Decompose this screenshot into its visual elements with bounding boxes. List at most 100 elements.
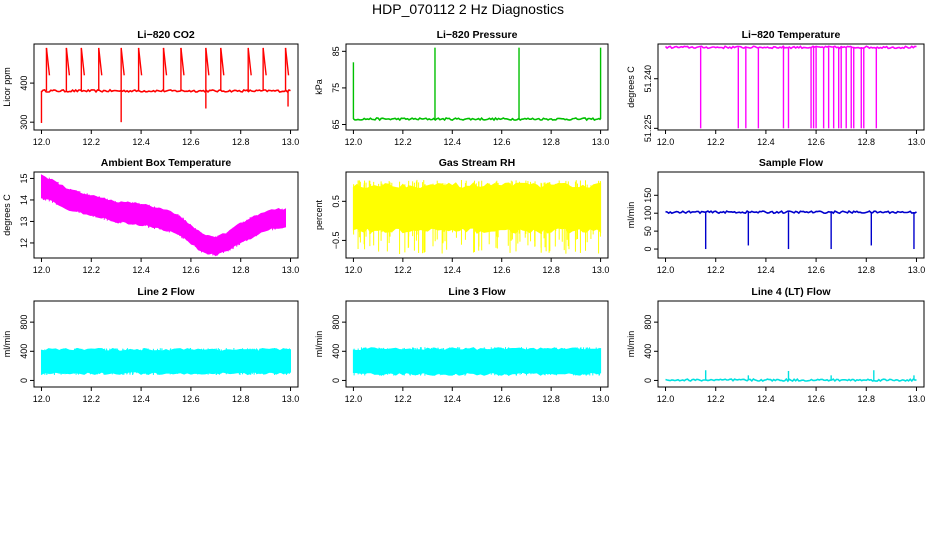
chart-licor_temp: Li−820 Temperature degrees C 12.0 12.2 12.4 1… (626, 29, 925, 147)
y-tick-label: 14 (19, 195, 29, 205)
excursion-tail (65, 47, 71, 76)
chart-line4: Line 4 (LT) Flow ml/min 12.0 12.2 12.4 12.6 12… (626, 286, 925, 404)
x-tick-label: 12.6 (807, 394, 825, 404)
x-tick-label: 12.6 (807, 137, 825, 147)
x-tick-label: 12.8 (542, 265, 560, 275)
plot-area-licor_temp (664, 45, 917, 129)
y-axis-label-line2: ml/min (2, 331, 12, 358)
x-tick-label: 13.0 (282, 265, 300, 275)
y-tick-label: 0 (19, 378, 29, 383)
series-noise-rh (353, 179, 601, 255)
x-tick-label: 12.4 (444, 137, 462, 147)
plot-area-rh (352, 179, 602, 255)
y-tick-label: 85 (331, 46, 341, 56)
x-tick-label: 12.6 (182, 394, 200, 404)
x-tick-label: 12.6 (493, 265, 511, 275)
y-tick-label: 400 (331, 344, 341, 359)
x-tick-label: 13.0 (592, 137, 610, 147)
plot-frame-box_temp (33, 171, 299, 259)
x-tick-label: 12.4 (132, 394, 150, 404)
y-axis-label-co2: Licor ppm (2, 67, 12, 107)
x-tick-label: 12.2 (707, 265, 725, 275)
plot-frame-sample_flow (657, 171, 925, 259)
y-tick-label: 50 (643, 226, 653, 236)
plot-frame-line3 (345, 300, 609, 388)
y-tick-label: 400 (19, 76, 29, 91)
x-tick-label: 12.2 (83, 265, 101, 275)
y-tick-label: 800 (19, 315, 29, 330)
x-tick-label: 12.6 (493, 137, 511, 147)
excursion-tail (284, 47, 290, 76)
x-tick-label: 12.8 (232, 265, 250, 275)
x-tick-label: 13.0 (908, 394, 926, 404)
chart-co2: Li−820 CO2 Licor ppm 12.0 12.2 12.4 12.6 12.8 1… (2, 29, 299, 147)
excursion-tail (80, 47, 86, 76)
series-noise-box_temp (41, 175, 283, 256)
x-tick-label: 12.6 (493, 394, 511, 404)
excursion-tail (180, 47, 185, 76)
series-excursions-line4 (704, 370, 915, 381)
excursion-tail (120, 47, 125, 76)
x-tick-label: 12.8 (858, 137, 876, 147)
y-tick-label: 400 (643, 344, 653, 359)
chart-title-pressure: Li−820 Pressure (437, 29, 518, 41)
series-excursions-co2 (40, 47, 290, 123)
y-tick-label: 65 (331, 120, 341, 130)
y-tick-label: 51.225 (643, 115, 653, 143)
y-tick-label: 15 (19, 173, 29, 183)
y-axis-label-pressure: kPa (314, 79, 324, 95)
plot-area-pressure (352, 47, 602, 122)
x-tick-label: 13.0 (282, 394, 300, 404)
x-tick-label: 13.0 (592, 394, 610, 404)
excursion-tail (98, 47, 103, 76)
x-tick-label: 12.4 (132, 137, 150, 147)
chart-sample_flow: Sample Flow ml/min 12.0 12.2 12.4 12.6 12.8 13.… (626, 157, 925, 275)
chart-line3: Line 3 Flow ml/min 12.0 12.2 12.4 12.6 12.8 13.… (314, 286, 609, 404)
x-tick-label: 12.6 (182, 265, 200, 275)
series-excursions-licor_temp (699, 47, 878, 129)
chart-title-sample_flow: Sample Flow (759, 157, 824, 169)
x-tick-label: 12.0 (345, 265, 363, 275)
y-axis-label-rh: percent (314, 199, 324, 230)
x-tick-label: 12.2 (394, 394, 412, 404)
x-tick-label: 12.0 (657, 265, 675, 275)
excursion-tail (162, 47, 168, 76)
chart-rh: Gas Stream RH percent 12.0 12.2 12.4 12.6 12.8… (314, 157, 609, 275)
plot-area-line3 (352, 347, 602, 376)
x-tick-label: 13.0 (908, 137, 926, 147)
x-tick-label: 12.8 (232, 137, 250, 147)
series-excursions-pressure (352, 47, 602, 120)
y-axis-label-line3: ml/min (314, 331, 324, 358)
series-baseline-co2 (40, 88, 291, 94)
x-tick-label: 12.6 (182, 137, 200, 147)
plot-area-sample_flow (665, 210, 917, 250)
series-noise-line2 (44, 347, 290, 376)
excursion-tail (262, 47, 267, 76)
chart-box_temp: Ambient Box Temperature degrees C 12.0 12.2… (2, 157, 299, 275)
x-tick-label: 12.0 (657, 137, 675, 147)
chart-title-licor_temp: Li−820 Temperature (742, 29, 841, 41)
plot-frame-rh (345, 171, 609, 259)
y-tick-label: 13 (19, 216, 29, 226)
chart-title-line4: Line 4 (LT) Flow (751, 286, 831, 298)
y-tick-label: 0 (331, 378, 341, 383)
x-tick-label: 12.0 (345, 137, 363, 147)
x-tick-label: 12.8 (858, 394, 876, 404)
x-tick-label: 12.8 (542, 394, 560, 404)
excursion-tail (45, 47, 51, 76)
x-tick-label: 12.8 (232, 394, 250, 404)
x-tick-label: 13.0 (592, 265, 610, 275)
x-tick-label: 12.2 (394, 265, 412, 275)
series-noise-line3 (353, 347, 601, 376)
y-tick-label: −0.5 (331, 232, 341, 250)
plot-frame-co2 (33, 43, 299, 131)
series-band-line3 (352, 347, 602, 376)
y-tick-label: 800 (331, 315, 341, 330)
plot-area-line2 (41, 347, 291, 376)
series-baseline-pressure (352, 116, 602, 122)
y-tick-label: 800 (643, 315, 653, 330)
chart-pressure: Li−820 Pressure kPa 12.0 12.2 12.4 12.6 12.8 13… (314, 29, 609, 147)
chart-title-rh: Gas Stream RH (439, 157, 515, 169)
x-tick-label: 12.6 (807, 265, 825, 275)
